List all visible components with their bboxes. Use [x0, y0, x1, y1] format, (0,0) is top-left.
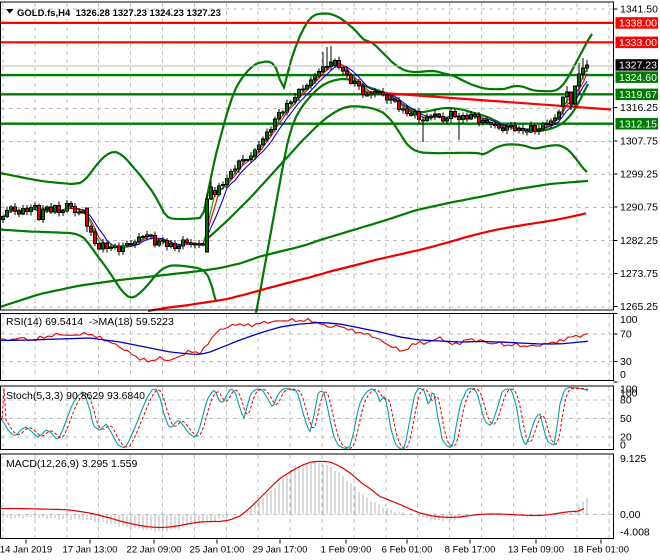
svg-text:29 Jan 17:00: 29 Jan 17:00 — [253, 545, 308, 556]
svg-text:0.00: 0.00 — [620, 509, 641, 521]
svg-text:17 Jan 13:00: 17 Jan 13:00 — [63, 545, 118, 556]
svg-text:GOLD.fs,H4 1326.28 1327.23 13: GOLD.fs,H4 1326.28 1327.23 1324.23 1327.… — [17, 8, 221, 19]
svg-text:8 Feb 17:00: 8 Feb 17:00 — [445, 545, 496, 556]
svg-text:80: 80 — [620, 395, 632, 407]
svg-text:14 Jan 2019: 14 Jan 2019 — [0, 545, 52, 556]
svg-text:100: 100 — [620, 388, 638, 400]
svg-text:1307.75: 1307.75 — [620, 135, 658, 147]
svg-text:100: 100 — [620, 384, 638, 396]
svg-text:1 Feb 09:00: 1 Feb 09:00 — [321, 545, 372, 556]
svg-text:1341.50: 1341.50 — [620, 4, 658, 16]
svg-text:20: 20 — [620, 432, 632, 444]
svg-text:RSI(14) 69.5414 ->MA(18) 59.5: RSI(14) 69.5414 ->MA(18) 59.5223 — [6, 316, 174, 328]
svg-text:70: 70 — [620, 329, 632, 341]
svg-text:1265.25: 1265.25 — [620, 301, 658, 313]
svg-text:Stoch(5,3,3) 90.8629 93.6840: Stoch(5,3,3) 90.8629 93.6840 — [6, 390, 145, 402]
svg-text:1273.75: 1273.75 — [620, 268, 658, 280]
svg-text:1316.25: 1316.25 — [620, 102, 658, 114]
svg-text:1324.60: 1324.60 — [619, 72, 657, 84]
svg-text:0: 0 — [620, 369, 626, 381]
svg-text:100: 100 — [620, 314, 638, 326]
svg-text:1338.00: 1338.00 — [619, 18, 657, 30]
svg-text:13 Feb 09:00: 13 Feb 09:00 — [508, 545, 564, 556]
svg-text:30: 30 — [620, 356, 632, 368]
svg-text:-4.008: -4.008 — [620, 527, 650, 539]
svg-text:22 Jan 09:00: 22 Jan 09:00 — [127, 545, 182, 556]
svg-text:25 Jan 01:00: 25 Jan 01:00 — [190, 545, 245, 556]
svg-text:1333.00: 1333.00 — [619, 37, 657, 49]
svg-text:1327.23: 1327.23 — [619, 60, 657, 72]
svg-text:1299.25: 1299.25 — [620, 169, 658, 181]
svg-text:18 Feb 01:00: 18 Feb 01:00 — [573, 545, 629, 556]
svg-text:1319.67: 1319.67 — [619, 89, 657, 101]
svg-text:1290.75: 1290.75 — [620, 202, 658, 214]
svg-text:1282.25: 1282.25 — [620, 235, 658, 247]
svg-text:0: 0 — [620, 439, 626, 451]
svg-text:6 Feb 01:00: 6 Feb 01:00 — [382, 545, 433, 556]
svg-text:1312.15: 1312.15 — [619, 119, 657, 131]
svg-text:50: 50 — [620, 413, 632, 425]
svg-text:9.125: 9.125 — [620, 453, 646, 465]
svg-text:MACD(12,26,9) 3.295 1.559: MACD(12,26,9) 3.295 1.559 — [6, 458, 137, 470]
